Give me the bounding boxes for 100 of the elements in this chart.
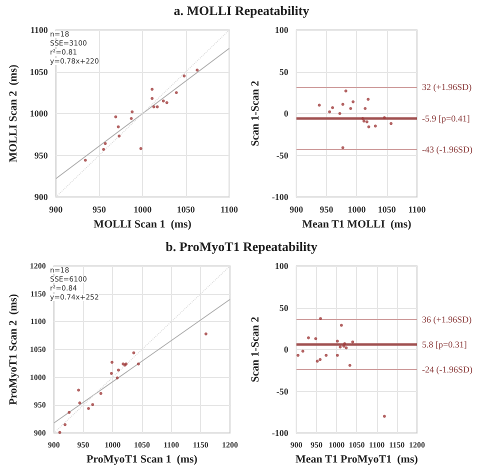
x-tick-label: 900 — [49, 204, 64, 214]
point — [196, 68, 199, 72]
point — [319, 317, 322, 320]
y-tick-label: 100 — [274, 25, 289, 35]
y-tick-label: 0 — [284, 108, 289, 118]
point — [87, 407, 90, 410]
point — [342, 344, 346, 348]
point — [362, 120, 366, 123]
ref-line-label: 36 (+1.96SD) — [422, 314, 472, 324]
point — [174, 91, 178, 94]
ref-line-label: -24 (-1.96SD) — [422, 364, 472, 375]
chart-title: a. MOLLI Repeatability — [172, 3, 310, 19]
point — [367, 125, 370, 128]
x-tick-label: 1050 — [378, 204, 396, 214]
point — [150, 88, 154, 91]
point — [118, 134, 121, 138]
x-tick-label: 1050 — [348, 440, 365, 450]
point — [331, 106, 334, 110]
point — [366, 98, 370, 101]
x-tick-label: 1100 — [220, 204, 238, 214]
x-axis-title: Mean T1 ProMyoT1 (ms) — [295, 453, 418, 466]
y-tick-label: 50 — [279, 66, 289, 77]
y-tick-label: 50 — [279, 302, 289, 313]
x-tick-label: 1200 — [409, 440, 425, 450]
x-tick-label: 950 — [77, 440, 90, 450]
point — [390, 122, 393, 126]
point — [64, 423, 67, 426]
point — [68, 410, 71, 414]
y-axis-title: ProMyoT1 Scan 2 (ms) — [8, 294, 20, 406]
point — [152, 105, 156, 108]
x-tick-label: 1150 — [389, 440, 405, 450]
x-tick-label: 1100 — [164, 440, 180, 450]
point — [336, 354, 339, 357]
point — [139, 147, 142, 150]
y-tick-label: 1100 — [30, 317, 46, 326]
y-tick-label: 950 — [34, 150, 48, 160]
point — [328, 110, 332, 114]
point — [338, 345, 342, 348]
ref-line-label: -43 (-1.96SD) — [422, 144, 472, 154]
x-axis-title: MOLLI Scan 1 (ms) — [94, 218, 192, 230]
x-tick-label: 1200 — [222, 440, 238, 450]
point — [162, 99, 165, 102]
point — [77, 388, 80, 392]
point — [114, 115, 118, 118]
point — [102, 148, 106, 151]
y-tick-label: 1100 — [30, 25, 48, 35]
point — [182, 74, 186, 78]
point — [110, 372, 113, 375]
point — [324, 354, 328, 357]
point — [338, 112, 342, 115]
point — [156, 105, 159, 108]
x-axis-title: ProMyoT1 Scan 1 (ms) — [86, 453, 198, 466]
point — [316, 360, 319, 363]
point — [344, 89, 348, 92]
ref-line-label: 5.8 [p=0.31] — [422, 340, 467, 350]
y-tick-label: 1050 — [30, 345, 46, 354]
x-tick-label: 1150 — [192, 440, 208, 450]
y-tick-label: 950 — [34, 400, 46, 410]
point — [130, 110, 134, 114]
y-tick-label: 1200 — [30, 262, 46, 270]
chart-title: b. ProMyoT1 Repeatability — [164, 239, 318, 255]
y-tick-label: -50 — [276, 150, 289, 160]
point — [91, 403, 94, 406]
y-axis-title: Scan 1-Scan 2 — [250, 316, 262, 382]
x-tick-label: 1050 — [176, 204, 196, 214]
point — [150, 96, 154, 100]
point — [382, 414, 386, 418]
point — [110, 360, 114, 364]
x-tick-label: 950 — [92, 204, 106, 214]
point — [343, 342, 346, 346]
point — [301, 350, 304, 353]
y-tick-label: 1000 — [30, 372, 46, 382]
x-tick-label: 1000 — [104, 440, 121, 450]
point — [296, 354, 300, 357]
point — [348, 364, 352, 367]
point — [165, 101, 168, 104]
y-tick-label: 900 — [34, 428, 46, 438]
point — [314, 337, 318, 340]
y-tick-label: 1150 — [30, 289, 46, 298]
y-tick-label: 900 — [34, 192, 48, 202]
y-tick-label: -100 — [272, 428, 289, 438]
point — [318, 358, 322, 362]
point — [130, 117, 133, 120]
x-tick-label: 1100 — [408, 204, 426, 214]
point — [136, 362, 140, 366]
point — [78, 401, 82, 404]
point — [116, 376, 119, 380]
point — [204, 332, 208, 336]
point — [351, 340, 354, 344]
point — [58, 430, 62, 434]
point — [352, 100, 355, 104]
point — [365, 120, 368, 124]
point — [364, 106, 367, 110]
y-axis-title: Scan 1-Scan 2 — [250, 80, 262, 146]
x-tick-label: 1050 — [134, 440, 150, 450]
x-tick-label: 900 — [290, 440, 302, 450]
point — [341, 102, 344, 106]
x-tick-label: 950 — [320, 204, 334, 214]
point — [382, 116, 386, 120]
point — [99, 392, 102, 395]
